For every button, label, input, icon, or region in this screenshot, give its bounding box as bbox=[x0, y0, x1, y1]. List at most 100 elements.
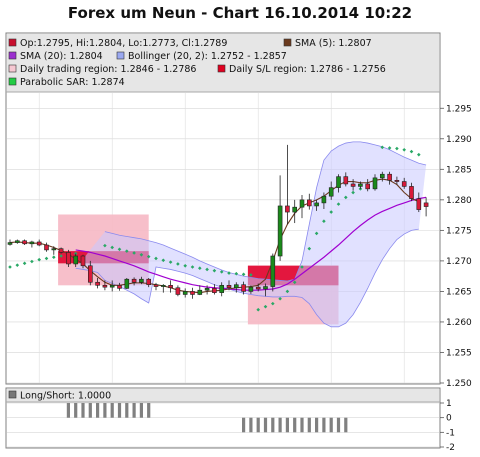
candle-body bbox=[314, 202, 319, 207]
candle-body bbox=[51, 248, 57, 251]
sar-dot bbox=[285, 289, 290, 294]
sar-dot bbox=[125, 249, 129, 253]
bollinger-lower-line bbox=[75, 228, 419, 328]
candle-body bbox=[29, 241, 35, 245]
candle-body bbox=[182, 291, 188, 295]
candle-body bbox=[336, 176, 341, 188]
main-y-axis: 1.250 1.255 1.260 1.265 1.270 1.275 1.280 1.285… bbox=[440, 104, 472, 389]
candle-body bbox=[168, 285, 173, 289]
longshort-bar bbox=[139, 403, 143, 418]
sar-dot bbox=[103, 243, 107, 248]
sar-dot bbox=[176, 262, 180, 266]
sar-dot bbox=[402, 147, 406, 152]
candle-body bbox=[190, 291, 195, 295]
sar-dot bbox=[22, 261, 27, 266]
candle-body bbox=[131, 278, 137, 283]
main-y-tick-label: 1.255 bbox=[446, 348, 472, 358]
legend-label: Daily S/L region: 1.2786 - 1.2756 bbox=[229, 64, 386, 75]
candle-body bbox=[58, 248, 64, 253]
candle-body bbox=[175, 287, 181, 295]
legend-swatch bbox=[8, 51, 17, 60]
candle-body bbox=[350, 183, 356, 187]
sub-y-tick-label: 0 bbox=[446, 414, 452, 424]
sar-dot bbox=[110, 245, 114, 250]
sar-dot bbox=[227, 271, 231, 275]
candle-body bbox=[299, 199, 305, 208]
candle-body bbox=[66, 252, 71, 265]
longshort-bar bbox=[315, 417, 319, 433]
candle-body bbox=[263, 286, 268, 290]
longshort-bar bbox=[125, 403, 129, 418]
longshort-bar bbox=[307, 417, 311, 433]
legend: Op:1.2795, Hi:1.2804, Lo:1.2773, Cl:1.27… bbox=[8, 38, 386, 88]
sub-legend-background bbox=[7, 389, 439, 402]
longshort-bar bbox=[81, 403, 85, 418]
sar-dot bbox=[139, 252, 144, 257]
sar-dot bbox=[168, 260, 173, 264]
candle-body bbox=[212, 288, 217, 293]
legend-label: SMA (5): 1.2807 bbox=[295, 38, 372, 49]
candle-body bbox=[102, 285, 108, 288]
legend-label: Parabolic SAR: 1.2874 bbox=[20, 77, 125, 88]
candle-body bbox=[161, 285, 166, 287]
main-y-tick-label: 1.265 bbox=[446, 287, 472, 297]
candle-layer bbox=[7, 144, 429, 299]
candle-body bbox=[321, 195, 327, 204]
legend-label: Bollinger (20, 2): 1.2752 - 1.2857 bbox=[128, 51, 287, 62]
candle-body bbox=[226, 285, 232, 289]
longshort-bar bbox=[88, 403, 92, 418]
sar-dot bbox=[307, 246, 312, 251]
candle-body bbox=[109, 285, 115, 288]
candle-body bbox=[241, 284, 246, 292]
candle-body bbox=[124, 278, 130, 289]
sub-legend: Long/Short: 1.0000 bbox=[8, 391, 111, 402]
candle-body bbox=[379, 173, 385, 179]
sar-dot bbox=[52, 255, 56, 260]
candle-body bbox=[95, 281, 100, 286]
sub-y-tick-label: -1 bbox=[446, 428, 455, 438]
legend-swatch bbox=[8, 77, 17, 86]
sar-dot bbox=[395, 146, 399, 151]
longshort-bar bbox=[110, 403, 114, 418]
candle-body bbox=[219, 285, 224, 293]
sar-dot bbox=[249, 273, 253, 277]
candle-body bbox=[365, 183, 371, 190]
candle-body bbox=[270, 255, 276, 287]
sar-dot bbox=[387, 146, 392, 150]
longshort-bar bbox=[256, 417, 260, 433]
candle-body bbox=[292, 206, 298, 213]
longshort-bar bbox=[322, 417, 326, 433]
main-y-tick-label: 1.285 bbox=[446, 165, 472, 175]
candle-body bbox=[416, 198, 422, 210]
candle-body bbox=[7, 242, 13, 245]
candle-body bbox=[255, 286, 261, 290]
sar-dot bbox=[117, 247, 122, 252]
main-y-tick-label: 1.250 bbox=[446, 379, 472, 389]
candle-body bbox=[328, 187, 334, 197]
sar-dot bbox=[344, 195, 348, 200]
candle-body bbox=[197, 289, 203, 295]
candle-body bbox=[15, 240, 20, 243]
candle-body bbox=[372, 177, 378, 190]
candle-body bbox=[22, 240, 27, 245]
main-y-tick-label: 1.275 bbox=[446, 226, 472, 236]
legend-swatch bbox=[217, 64, 226, 73]
candle-body bbox=[277, 205, 283, 257]
sar-dot bbox=[146, 254, 151, 259]
sar-dot bbox=[154, 256, 158, 261]
sar-dot bbox=[409, 149, 414, 154]
longshort-bar bbox=[103, 403, 107, 418]
longshort-bar bbox=[344, 417, 348, 433]
candle-body bbox=[117, 285, 122, 289]
longshort-bar bbox=[242, 417, 246, 433]
legend-label: Op:1.2795, Hi:1.2804, Lo:1.2773, Cl:1.27… bbox=[20, 38, 227, 49]
sar-dot bbox=[198, 266, 202, 271]
longshort-bar bbox=[329, 417, 333, 433]
longshort-bar bbox=[300, 417, 304, 433]
longshort-bar bbox=[263, 417, 268, 433]
sar-dot bbox=[190, 265, 195, 269]
candle-body bbox=[248, 286, 254, 292]
sub-grid bbox=[7, 402, 439, 448]
candle-body bbox=[146, 278, 151, 286]
